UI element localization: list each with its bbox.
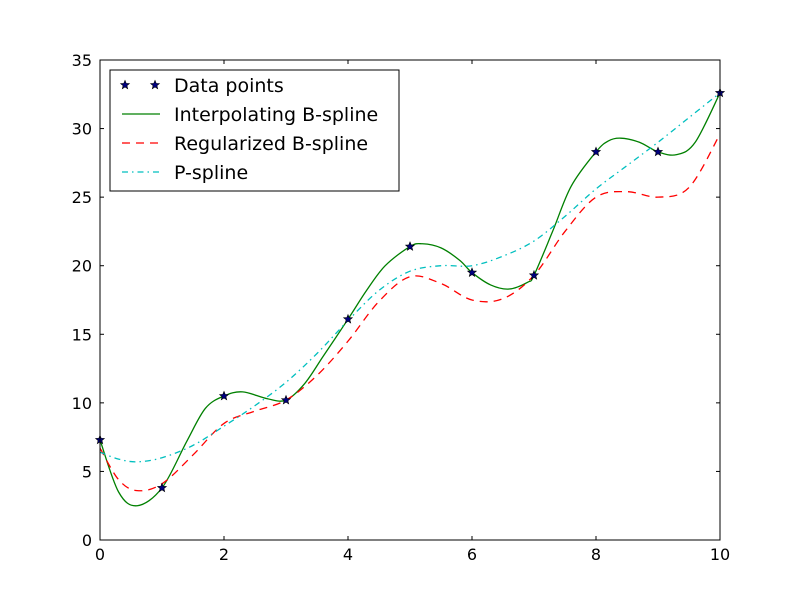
y-tick-label: 25	[72, 188, 92, 207]
y-tick-label: 5	[82, 462, 92, 481]
legend-entry: Regularized B-spline	[122, 133, 368, 155]
tick-layer: 0 2 4 6 8 10 0 5 10 15 20 25 30 35	[72, 51, 731, 564]
y-tick-label: 0	[82, 531, 92, 550]
y-tick-label: 15	[72, 325, 92, 344]
data-point-marker	[280, 394, 292, 405]
y-tick-label: 20	[72, 257, 92, 276]
legend-label: Regularized B-spline	[174, 133, 368, 155]
plot-frame	[99, 59, 721, 541]
data-point-marker	[466, 267, 478, 277]
data-point-marker	[590, 146, 602, 157]
series-line-2	[100, 133, 720, 492]
marker-layer	[94, 87, 726, 493]
data-point-marker	[528, 269, 540, 280]
legend-entry: Interpolating B-spline	[122, 104, 378, 126]
x-tick-label: 0	[95, 545, 105, 564]
x-tick-label: 8	[591, 545, 601, 564]
legend-star-marker	[149, 79, 161, 90]
x-tick-label: 10	[710, 545, 730, 564]
legend-star-marker	[119, 79, 131, 90]
legend-label: Data points	[174, 75, 284, 97]
x-tick-label: 6	[467, 545, 477, 564]
legend-label: Interpolating B-spline	[174, 104, 378, 126]
data-point-marker	[342, 313, 354, 324]
data-point-marker	[652, 146, 664, 157]
data-point-marker	[404, 241, 416, 251]
x-tick-label: 2	[219, 545, 229, 564]
x-tick-label: 4	[343, 545, 353, 564]
series-layer	[100, 92, 720, 507]
legend-label: P-spline	[174, 162, 248, 184]
legend-entry: Data points	[119, 75, 284, 97]
y-tick-label: 10	[72, 394, 92, 413]
y-tick-label: 30	[72, 120, 92, 139]
legend-box	[109, 69, 400, 192]
series-line-1	[100, 92, 720, 507]
data-point-marker	[156, 482, 168, 493]
series-line-3	[100, 92, 720, 463]
legend-entry: P-spline	[122, 162, 248, 184]
legend: Data points Interpolating B-spline Regular…	[109, 69, 400, 192]
y-tick-label: 35	[72, 51, 92, 70]
data-point-marker	[218, 390, 230, 401]
